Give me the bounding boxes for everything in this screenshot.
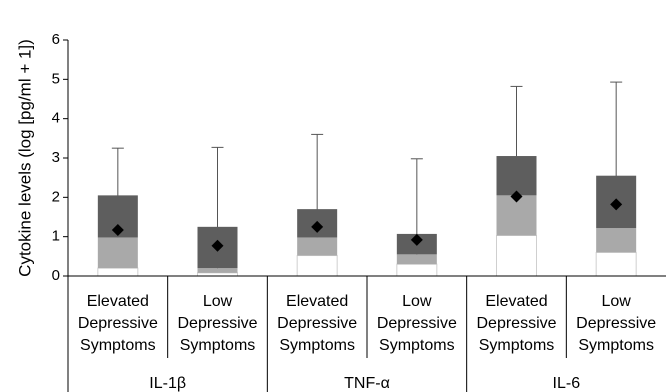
y-axis: 0 1 2 3 4 5 6: [52, 31, 69, 284]
y-axis-label: Cytokine levels (log [pg/ml + 1]): [15, 39, 34, 277]
category-label-line: Elevated: [87, 293, 149, 310]
category-label-line: Low: [203, 293, 233, 310]
y-tick-label: 3: [52, 149, 60, 166]
y-tick-label: 6: [52, 31, 60, 48]
box-base: [595, 251, 637, 277]
mean-marker: [410, 233, 423, 246]
y-tick-label: 5: [52, 70, 60, 87]
box-0-0: [97, 147, 139, 277]
category-label-line: Depressive: [377, 315, 457, 332]
mean-marker: [311, 220, 324, 233]
box-1-1: [396, 158, 438, 277]
category-label-line: Depressive: [78, 315, 158, 332]
category-label-line: Symptoms: [80, 337, 156, 354]
group-label: IL-1β: [149, 375, 186, 392]
mean-marker: [510, 190, 523, 203]
y-tick-label: 2: [52, 188, 60, 205]
box-lower-quartile: [197, 268, 238, 273]
y-tick-label: 4: [52, 110, 60, 127]
group-label: TNF-α: [344, 375, 390, 392]
category-label-line: Symptoms: [479, 337, 555, 354]
category-label-line: Depressive: [177, 315, 257, 332]
box-lower-quartile: [97, 237, 138, 269]
category-label-line: Low: [601, 293, 631, 310]
category-label-line: Symptoms: [279, 337, 355, 354]
category-label-line: Symptoms: [180, 337, 256, 354]
box-base: [496, 234, 537, 277]
category-label-line: Elevated: [485, 293, 547, 310]
category-label-line: Symptoms: [578, 337, 654, 354]
category-label-line: Symptoms: [379, 337, 455, 354]
mean-marker: [111, 223, 124, 236]
box-base: [396, 263, 438, 277]
category-label-line: Low: [402, 293, 432, 310]
category-label-line: Depressive: [476, 315, 556, 332]
box-base: [296, 255, 338, 277]
mean-marker: [610, 198, 623, 211]
category-label-line: Depressive: [277, 315, 357, 332]
y-tick-label: 1: [52, 228, 60, 245]
box-upper-quartile: [496, 156, 537, 196]
box-lower-quartile: [396, 254, 437, 265]
box-0-1: [197, 146, 238, 277]
box-2-1: [595, 81, 637, 277]
group-label: IL-6: [553, 375, 581, 392]
boxes-layer: [97, 81, 637, 277]
mean-marker: [211, 239, 224, 252]
box-1-0: [296, 133, 338, 277]
y-tick-label: 0: [52, 267, 60, 284]
box-lower-quartile: [596, 228, 637, 253]
box-lower-quartile: [297, 237, 338, 256]
category-label-line: Depressive: [576, 315, 656, 332]
box-base: [97, 267, 139, 277]
box-2-0: [496, 85, 537, 277]
category-label-line: Elevated: [286, 293, 348, 310]
x-axis: Elevated Depressive Symptoms Low Depressive S…: [67, 275, 666, 392]
